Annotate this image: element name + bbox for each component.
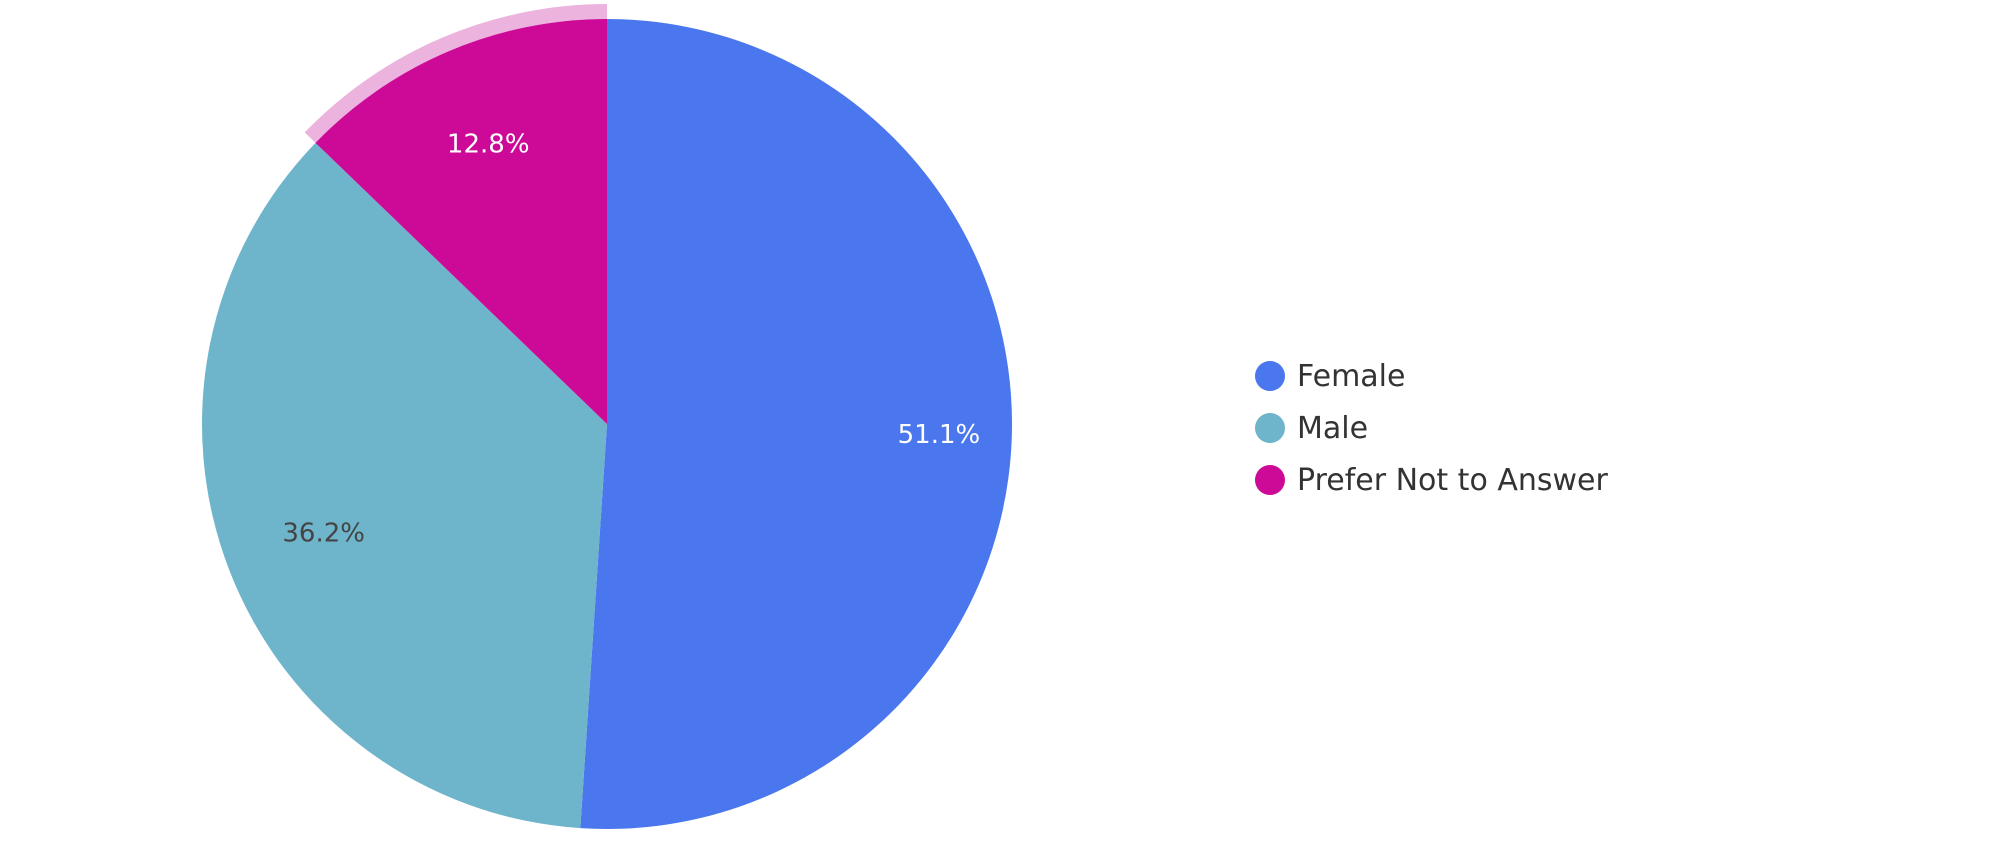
legend-item-female[interactable]: Female <box>1255 350 1608 402</box>
legend-item-prefer-not-to-answer[interactable]: Prefer Not to Answer <box>1255 454 1608 506</box>
legend-label-prefer-not-to-answer: Prefer Not to Answer <box>1297 462 1608 498</box>
pie-slice-prefer-not-to-answer[interactable] <box>315 19 607 424</box>
legend-item-male[interactable]: Male <box>1255 402 1608 454</box>
legend-swatch-male <box>1255 413 1285 443</box>
legend-label-female: Female <box>1297 358 1406 394</box>
slice-value-label-male: 36.2% <box>282 518 365 548</box>
legend-swatch-female <box>1255 361 1285 391</box>
slice-value-label-female: 51.1% <box>898 420 981 450</box>
legend-swatch-prefer-not-to-answer <box>1255 465 1285 495</box>
pie-slice-female[interactable] <box>580 19 1012 829</box>
legend-label-male: Male <box>1297 410 1369 446</box>
chart-legend: Female Male Prefer Not to Answer <box>1255 350 1608 506</box>
pie-slice-male[interactable] <box>202 142 607 829</box>
pie-slice-highlight-prefer-not-to-answer <box>304 4 607 143</box>
slice-value-label-prefer-not-to-answer: 12.8% <box>447 129 530 159</box>
